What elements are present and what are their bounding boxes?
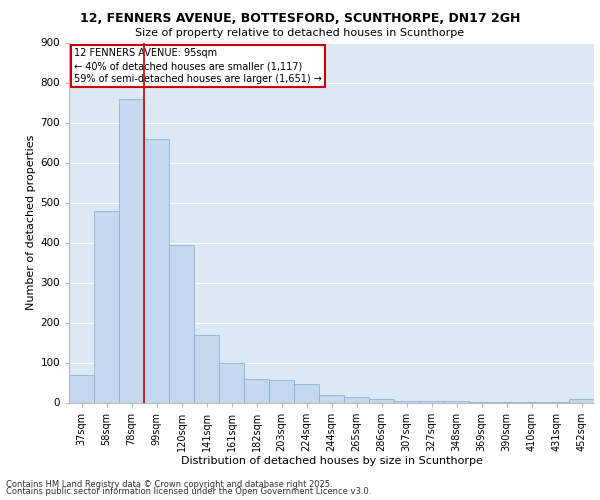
Bar bbox=[69, 374, 94, 402]
Text: Contains HM Land Registry data © Crown copyright and database right 2025.: Contains HM Land Registry data © Crown c… bbox=[6, 480, 332, 489]
Y-axis label: Number of detached properties: Number of detached properties bbox=[26, 135, 36, 310]
Bar bbox=[119, 98, 144, 403]
Text: 12, FENNERS AVENUE, BOTTESFORD, SCUNTHORPE, DN17 2GH: 12, FENNERS AVENUE, BOTTESFORD, SCUNTHOR… bbox=[80, 12, 520, 26]
Bar bbox=[94, 212, 119, 402]
Bar bbox=[219, 362, 244, 403]
Bar bbox=[144, 138, 169, 402]
Bar bbox=[269, 380, 294, 402]
Text: 12 FENNERS AVENUE: 95sqm
← 40% of detached houses are smaller (1,117)
59% of sem: 12 FENNERS AVENUE: 95sqm ← 40% of detach… bbox=[74, 48, 322, 84]
X-axis label: Distribution of detached houses by size in Scunthorpe: Distribution of detached houses by size … bbox=[181, 456, 482, 466]
Bar bbox=[194, 336, 219, 402]
Bar bbox=[394, 400, 419, 402]
Bar bbox=[319, 394, 344, 402]
Bar bbox=[169, 244, 194, 402]
Text: Size of property relative to detached houses in Scunthorpe: Size of property relative to detached ho… bbox=[136, 28, 464, 38]
Bar bbox=[344, 396, 369, 402]
Text: Contains public sector information licensed under the Open Government Licence v3: Contains public sector information licen… bbox=[6, 488, 371, 496]
Bar bbox=[369, 398, 394, 402]
Bar bbox=[244, 378, 269, 402]
Bar bbox=[569, 398, 594, 402]
Bar bbox=[294, 384, 319, 402]
